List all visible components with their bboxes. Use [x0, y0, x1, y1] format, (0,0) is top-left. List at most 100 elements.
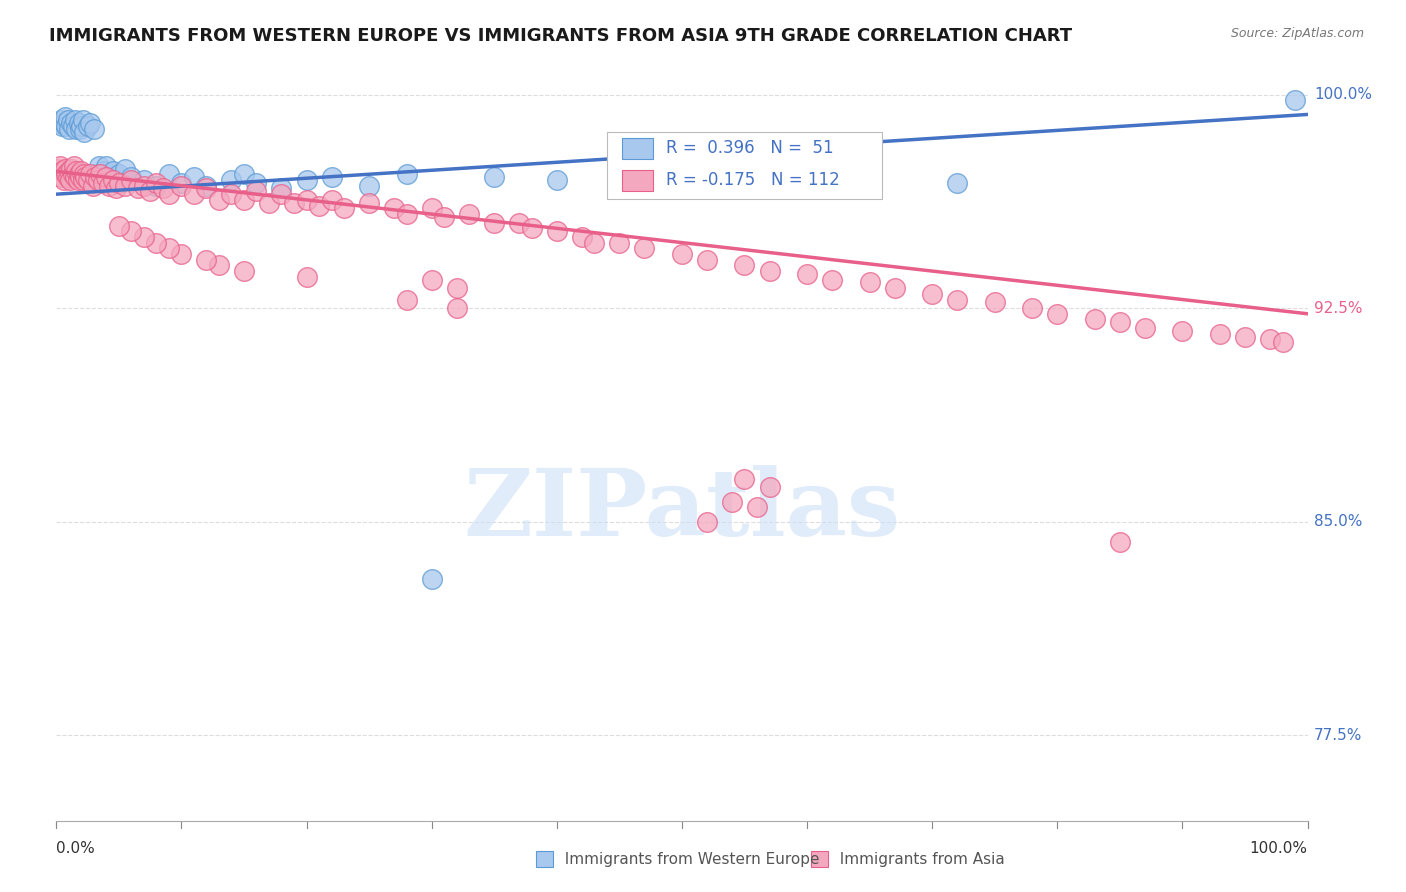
Point — [546, 173, 568, 187]
Point — [734, 258, 756, 272]
Point — [63, 170, 86, 185]
Point — [86, 173, 108, 187]
Point — [420, 202, 443, 216]
Point — [758, 480, 780, 494]
Point — [508, 216, 530, 230]
Point — [420, 572, 443, 586]
Point — [946, 293, 969, 307]
Point — [295, 173, 318, 187]
Point — [70, 119, 93, 133]
Point — [696, 515, 718, 529]
Point — [1046, 307, 1069, 321]
Point — [91, 176, 114, 190]
Point — [458, 207, 481, 221]
Point — [96, 170, 118, 185]
Point — [1109, 315, 1132, 329]
Point — [195, 252, 218, 267]
Point — [1284, 93, 1306, 107]
Point — [114, 161, 136, 176]
Point — [82, 178, 104, 193]
Point — [51, 119, 73, 133]
Text: 85.0%: 85.0% — [1313, 514, 1362, 529]
Point — [170, 176, 193, 190]
Point — [270, 187, 292, 202]
Point — [546, 224, 568, 238]
Point — [609, 235, 631, 250]
Point — [270, 181, 292, 195]
Point — [233, 264, 256, 278]
Point — [65, 121, 87, 136]
Point — [583, 235, 606, 250]
Point — [55, 167, 77, 181]
Point — [108, 219, 131, 233]
Point — [108, 167, 131, 181]
Point — [63, 113, 86, 128]
Point — [858, 276, 880, 290]
Point — [433, 210, 456, 224]
Point — [696, 252, 718, 267]
Point — [157, 241, 180, 255]
Point — [67, 167, 90, 181]
Point — [395, 167, 418, 181]
Point — [796, 267, 818, 281]
Point — [257, 195, 280, 210]
Point — [208, 193, 231, 207]
Text: R = -0.175   N = 112: R = -0.175 N = 112 — [665, 171, 839, 189]
Point — [359, 195, 381, 210]
Point — [1133, 321, 1156, 335]
Point — [233, 167, 256, 181]
Point — [127, 181, 149, 195]
Text: Immigrants from Asia: Immigrants from Asia — [830, 853, 1004, 867]
Point — [73, 124, 96, 138]
Point — [295, 269, 318, 284]
Point — [446, 301, 468, 315]
Point — [67, 116, 90, 130]
Point — [170, 178, 193, 193]
Point — [283, 195, 305, 210]
Point — [221, 187, 243, 202]
Text: R =  0.396   N =  51: R = 0.396 N = 51 — [665, 139, 834, 157]
Point — [70, 164, 93, 178]
Point — [76, 119, 98, 133]
Point — [1084, 312, 1107, 326]
Point — [295, 193, 318, 207]
Point — [484, 216, 506, 230]
Point — [132, 173, 155, 187]
Point — [73, 167, 96, 181]
Point — [208, 258, 231, 272]
Point — [609, 178, 631, 193]
Point — [157, 167, 180, 181]
Point — [58, 121, 80, 136]
Point — [1271, 335, 1294, 350]
Point — [321, 170, 343, 185]
Point — [49, 116, 72, 130]
Text: Source: ZipAtlas.com: Source: ZipAtlas.com — [1230, 27, 1364, 40]
Point — [120, 170, 142, 185]
Point — [921, 286, 943, 301]
Point — [97, 178, 120, 193]
Text: 100.0%: 100.0% — [1313, 87, 1372, 102]
Point — [946, 176, 969, 190]
Point — [48, 167, 70, 181]
Point — [721, 494, 744, 508]
Point — [734, 472, 756, 486]
Point — [59, 173, 82, 187]
Point — [1234, 329, 1257, 343]
Point — [120, 173, 142, 187]
Point — [55, 119, 77, 133]
Point — [183, 187, 205, 202]
Point — [72, 113, 94, 128]
Point — [101, 173, 124, 187]
Point — [420, 272, 443, 286]
Point — [170, 247, 193, 261]
Text: Immigrants from Western Europe: Immigrants from Western Europe — [555, 853, 820, 867]
Point — [132, 230, 155, 244]
Point — [1171, 324, 1194, 338]
Text: 0.0%: 0.0% — [56, 840, 96, 855]
Point — [56, 113, 79, 128]
Point — [51, 113, 73, 128]
Point — [105, 181, 128, 195]
Point — [76, 173, 98, 187]
Bar — [536, 851, 553, 867]
Point — [1109, 534, 1132, 549]
